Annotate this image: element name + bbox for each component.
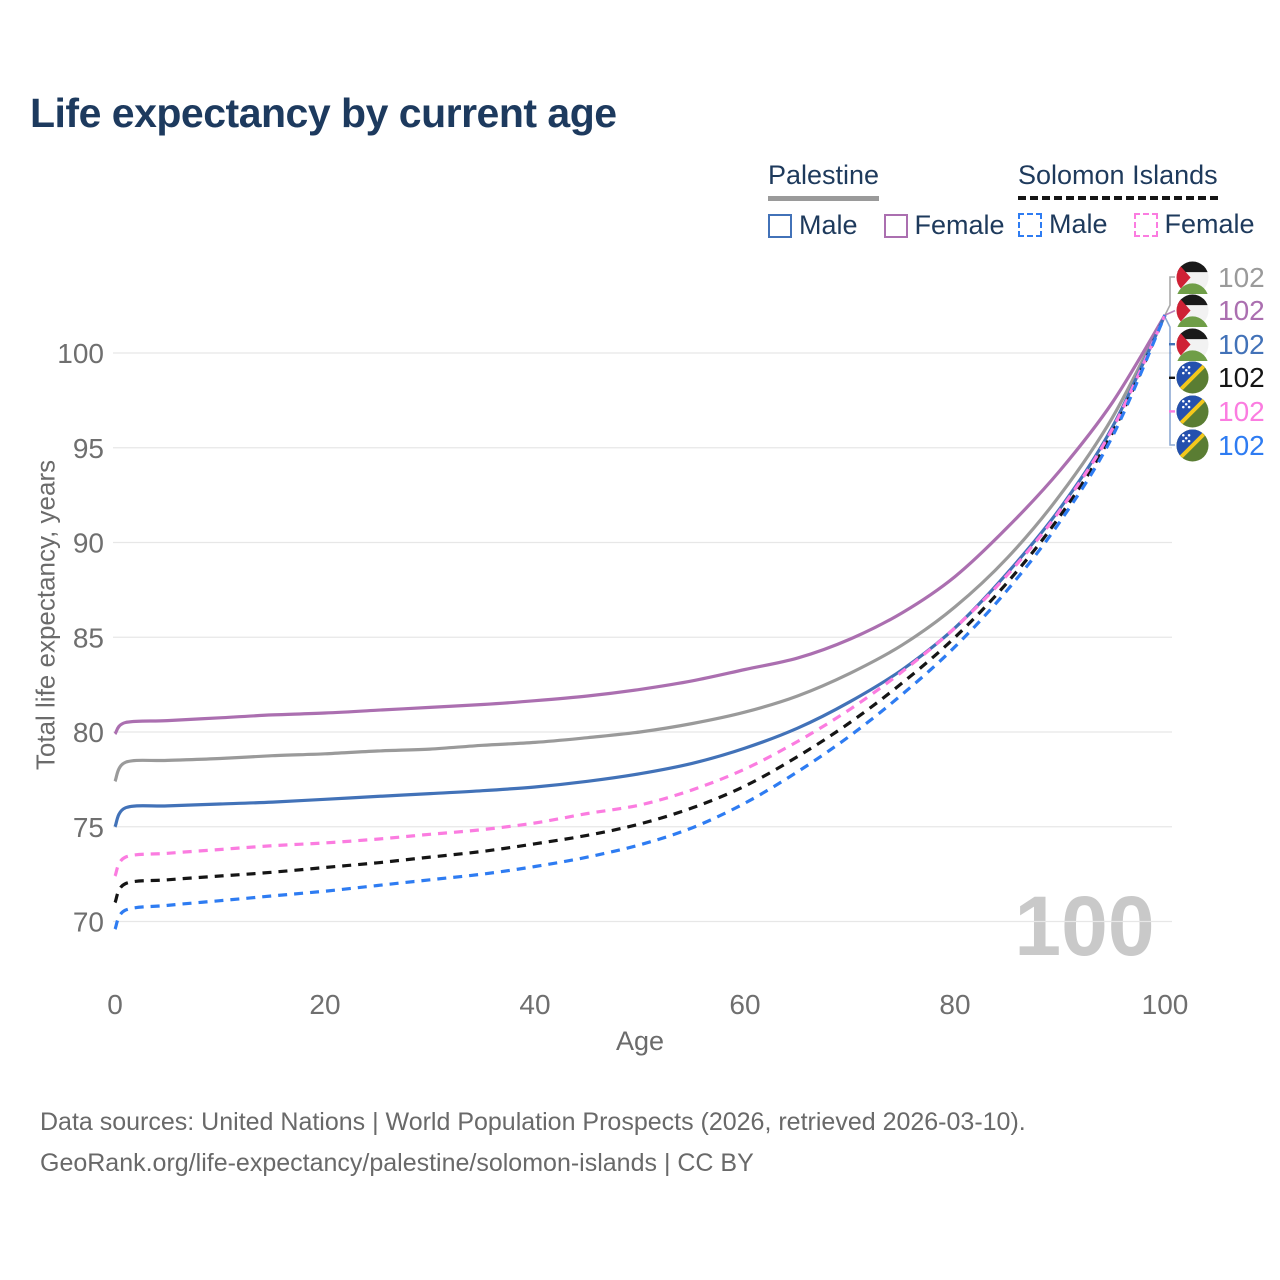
series-line-palestine-female (113, 314, 1167, 735)
series-line-palestine-male (113, 314, 1167, 828)
x-tick-label: 0 (107, 989, 123, 1020)
end-connector (1164, 309, 1176, 316)
series-line-solomon-islands-all (113, 314, 1167, 904)
end-value-label: 102 (1218, 395, 1265, 427)
legend-item-palestine-female[interactable]: Female (883, 210, 1005, 241)
footer-url-line: GeoRank.org/life-expectancy/palestine/so… (40, 1149, 754, 1177)
palestine-flag-icon (1176, 328, 1209, 361)
legend-item-solomon-male[interactable]: Male (1018, 209, 1108, 240)
end-label-row: 102 (1176, 361, 1265, 394)
watermark-age-indicator: 100 (1014, 879, 1155, 973)
end-label-row: 102 (1176, 294, 1265, 327)
legend-label: Male (799, 210, 858, 240)
page-title: Life expectancy by current age (30, 90, 617, 136)
solomon-female-swatch-icon (1133, 212, 1158, 237)
end-label-row: 102 (1176, 328, 1265, 361)
x-tick-label: 80 (939, 989, 970, 1020)
solomon-islands-flag-icon (1176, 361, 1209, 394)
end-connector (1164, 276, 1175, 316)
y-tick-label: 100 (57, 338, 104, 369)
legend-item-solomon-female[interactable]: Female (1133, 209, 1255, 240)
y-tick-label: 80 (73, 717, 104, 748)
solomon-male-swatch-icon (1018, 212, 1042, 237)
footer-source-line: Data sources: United Nations | World Pop… (40, 1108, 1026, 1136)
palestine-male-swatch-icon (768, 213, 792, 238)
solomon-islands-flag-icon (1176, 395, 1209, 428)
y-tick-label: 70 (73, 907, 104, 938)
x-tick-label: 100 (1142, 989, 1189, 1020)
legend-label: Female (1164, 209, 1255, 239)
x-tick-label: 60 (729, 989, 760, 1020)
x-axis-title: Age (615, 1026, 665, 1056)
solomon-islands-flag-icon (1176, 429, 1209, 462)
series-line-solomon-islands-male (113, 314, 1167, 930)
end-value-label: 102 (1218, 261, 1265, 293)
legend-group-solomon-islands: Solomon Islands Male Female (1018, 160, 1255, 240)
x-tick-label: 20 (309, 989, 340, 1020)
end-value-label: 102 (1218, 429, 1265, 461)
palestine-female-swatch-icon (883, 213, 908, 238)
y-tick-label: 75 (73, 812, 104, 843)
legend-item-palestine-male[interactable]: Male (768, 210, 858, 241)
legend-label: Male (1049, 209, 1108, 239)
palestine-flag-icon (1176, 261, 1209, 294)
legend: Palestine Male Female Solomon Islands Ma… (0, 160, 1280, 240)
end-label-row: 102 (1176, 395, 1265, 428)
legend-country-palestine: Palestine (768, 160, 880, 201)
end-value-label: 102 (1218, 295, 1265, 327)
palestine-flag-icon (1176, 294, 1209, 327)
end-connector (1164, 316, 1175, 446)
end-label-row: 102 (1176, 429, 1265, 462)
series-line-solomon-islands-female (113, 314, 1167, 877)
y-tick-label: 85 (73, 622, 104, 653)
y-tick-label: 95 (73, 433, 104, 464)
y-tick-label: 90 (73, 528, 104, 559)
x-tick-label: 40 (519, 989, 550, 1020)
end-value-label: 102 (1218, 328, 1265, 360)
series-line-palestine-all (113, 314, 1167, 783)
legend-group-palestine: Palestine Male Female (768, 160, 1005, 241)
end-label-row: 102 (1176, 261, 1265, 294)
legend-label: Female (914, 210, 1005, 240)
end-value-label: 102 (1218, 362, 1265, 394)
legend-country-solomon-islands: Solomon Islands (1018, 160, 1218, 200)
